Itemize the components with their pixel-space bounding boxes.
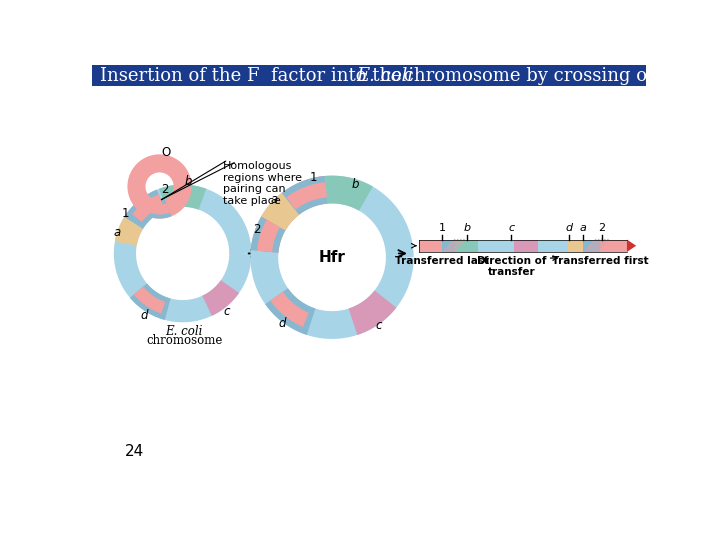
Text: 1: 1 bbox=[122, 207, 130, 220]
Text: 24: 24 bbox=[125, 444, 144, 459]
Text: E. coli: E. coli bbox=[356, 66, 414, 85]
FancyBboxPatch shape bbox=[92, 65, 647, 86]
Text: b: b bbox=[185, 175, 192, 188]
Text: Direction of
transfer: Direction of transfer bbox=[477, 256, 546, 278]
Text: d: d bbox=[278, 317, 286, 330]
Text: 2: 2 bbox=[161, 183, 168, 195]
Text: c: c bbox=[508, 224, 515, 233]
Text: Hfr: Hfr bbox=[319, 250, 346, 265]
Bar bbox=[478, 240, 514, 252]
Text: b: b bbox=[351, 178, 359, 191]
Text: a: a bbox=[114, 226, 121, 239]
Text: chromosome by crossing over: chromosome by crossing over bbox=[398, 66, 677, 85]
Text: 1: 1 bbox=[309, 171, 317, 184]
Bar bbox=[539, 240, 567, 252]
Text: O: O bbox=[161, 146, 171, 159]
Bar bbox=[514, 240, 539, 252]
Text: chromosome: chromosome bbox=[146, 334, 222, 347]
Text: Insertion of the F  factor into the: Insertion of the F factor into the bbox=[99, 66, 407, 85]
Bar bbox=[442, 240, 455, 252]
Text: d: d bbox=[566, 224, 573, 233]
Bar bbox=[567, 240, 583, 252]
Text: Transferred last: Transferred last bbox=[395, 256, 489, 266]
Text: a: a bbox=[271, 193, 278, 206]
Text: E. coli: E. coli bbox=[166, 325, 203, 338]
Bar bbox=[583, 240, 600, 252]
Text: Transferred first: Transferred first bbox=[552, 256, 648, 266]
Text: b: b bbox=[463, 224, 470, 233]
Text: 2: 2 bbox=[598, 224, 605, 233]
Bar bbox=[600, 240, 627, 252]
Text: c: c bbox=[375, 319, 382, 332]
Text: Homologous
regions where
pairing can
take place: Homologous regions where pairing can tak… bbox=[222, 161, 302, 206]
Text: c: c bbox=[223, 305, 230, 318]
Text: d: d bbox=[140, 309, 148, 322]
Bar bbox=[455, 240, 478, 252]
Text: 1: 1 bbox=[438, 224, 446, 233]
Text: 2: 2 bbox=[253, 224, 261, 237]
Polygon shape bbox=[627, 240, 636, 252]
Bar bbox=[419, 240, 442, 252]
Text: a: a bbox=[580, 224, 587, 233]
